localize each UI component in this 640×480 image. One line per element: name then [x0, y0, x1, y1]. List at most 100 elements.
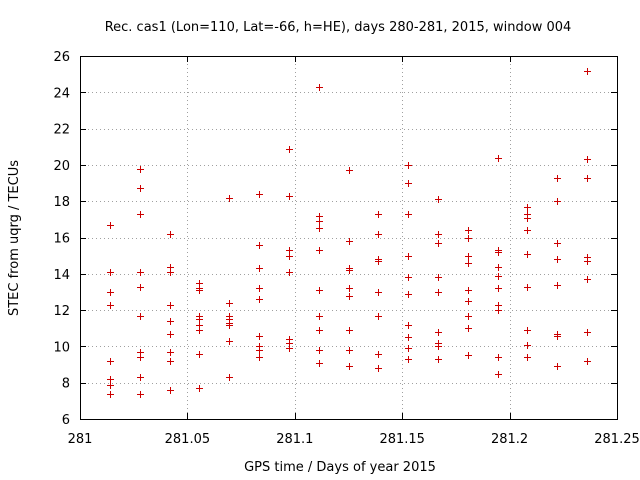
data-point	[465, 287, 472, 294]
data-point	[524, 284, 531, 291]
data-point	[465, 352, 472, 359]
data-point	[375, 313, 382, 320]
data-point	[137, 313, 144, 320]
data-point	[554, 175, 561, 182]
data-point	[137, 166, 144, 173]
data-point	[256, 242, 263, 249]
data-point	[465, 313, 472, 320]
data-point	[435, 289, 442, 296]
data-point	[584, 329, 591, 336]
data-point	[316, 225, 323, 232]
data-point	[256, 333, 263, 340]
data-point	[346, 238, 353, 245]
x-tick-label: 281	[68, 432, 93, 447]
data-point	[316, 84, 323, 91]
data-point	[524, 215, 531, 222]
data-point	[375, 231, 382, 238]
data-point	[495, 307, 502, 314]
data-point	[405, 356, 412, 363]
y-tick-label: 8	[62, 377, 70, 392]
y-tick-label: 22	[53, 123, 70, 138]
data-point	[495, 249, 502, 256]
data-point	[524, 327, 531, 334]
data-point	[256, 347, 263, 354]
data-point	[167, 302, 174, 309]
data-point	[226, 322, 233, 329]
data-point	[107, 391, 114, 398]
data-point	[286, 247, 293, 254]
data-point	[375, 365, 382, 372]
data-point	[167, 331, 174, 338]
data-point	[316, 218, 323, 225]
data-point	[346, 363, 353, 370]
data-point	[465, 253, 472, 260]
data-point	[137, 374, 144, 381]
data-point	[524, 342, 531, 349]
data-point	[465, 235, 472, 242]
y-tick-label: 20	[53, 159, 70, 174]
data-point	[584, 68, 591, 75]
data-point	[495, 155, 502, 162]
data-point	[495, 273, 502, 280]
data-point	[435, 196, 442, 203]
data-point	[435, 274, 442, 281]
y-tick-label: 24	[53, 86, 70, 101]
chart-title: Rec. cas1 (Lon=110, Lat=-66, h=HE), days…	[105, 20, 572, 35]
data-point	[196, 327, 203, 334]
data-point	[405, 274, 412, 281]
data-point	[405, 334, 412, 341]
data-point	[256, 191, 263, 198]
data-point	[316, 287, 323, 294]
data-point	[167, 387, 174, 394]
data-point	[167, 318, 174, 325]
data-point	[405, 180, 412, 187]
plot-frame	[80, 56, 618, 420]
data-point	[107, 358, 114, 365]
y-axis-tick-labels: 6 8 10 12 14 16 18 20 22 24 26	[53, 50, 70, 428]
data-point	[405, 291, 412, 298]
data-point	[584, 156, 591, 163]
data-point	[465, 227, 472, 234]
data-point	[435, 329, 442, 336]
data-point	[256, 285, 263, 292]
data-point	[137, 185, 144, 192]
data-point	[405, 345, 412, 352]
data-point	[107, 376, 114, 383]
data-point	[346, 285, 353, 292]
data-point	[465, 260, 472, 267]
data-point	[584, 175, 591, 182]
data-point	[375, 211, 382, 218]
data-point	[256, 296, 263, 303]
data-point	[137, 269, 144, 276]
data-point	[316, 327, 323, 334]
data-point	[316, 360, 323, 367]
data-point	[226, 338, 233, 345]
data-point	[346, 167, 353, 174]
data-point	[286, 253, 293, 260]
data-point	[465, 298, 472, 305]
data-points	[107, 68, 591, 398]
x-tick-label: 281.05	[165, 432, 211, 447]
data-point	[554, 198, 561, 205]
data-point	[316, 313, 323, 320]
data-point	[137, 391, 144, 398]
data-point	[405, 322, 412, 329]
data-point	[554, 363, 561, 370]
y-tick-label: 12	[53, 304, 70, 319]
data-point	[495, 354, 502, 361]
data-point	[107, 222, 114, 229]
y-tick-label: 14	[53, 268, 70, 283]
data-point	[196, 316, 203, 323]
data-point	[524, 227, 531, 234]
data-point	[137, 211, 144, 218]
data-point	[495, 264, 502, 271]
data-point	[524, 204, 531, 211]
x-tick-label: 281.1	[276, 432, 313, 447]
data-point	[554, 240, 561, 247]
y-tick-label: 18	[53, 195, 70, 210]
data-point	[405, 211, 412, 218]
data-point	[107, 269, 114, 276]
data-point	[524, 251, 531, 258]
x-axis-label: GPS time / Days of year 2015	[244, 460, 436, 475]
